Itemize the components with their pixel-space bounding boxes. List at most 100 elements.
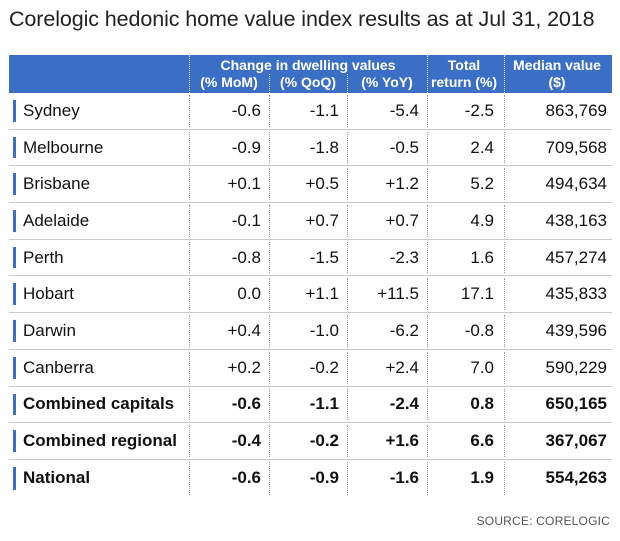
cell-value: 650,165 [545,394,607,414]
cell-value: +2.4 [385,357,419,377]
column-divider [269,461,270,495]
header-median-line2: ($) [548,74,566,90]
column-divider [269,351,270,384]
column-divider [427,351,428,384]
column-divider [347,461,348,495]
column-divider [189,95,190,127]
cell-value: -5.4 [389,100,419,120]
cell-value: +1.1 [305,284,339,304]
cell-value: +0.2 [227,357,261,377]
cell-value: -1.0 [309,320,339,340]
column-divider [504,461,505,495]
column-divider [189,278,190,311]
cell-value: -1.6 [389,468,419,488]
column-divider [189,131,190,164]
column-divider [504,168,505,201]
header-total-return-line1: Total [447,57,481,73]
column-divider [189,205,190,237]
cell-value: 0.8 [470,394,494,414]
row-label: Perth [23,247,64,267]
cell-value: +0.7 [305,210,339,230]
cell-value: -0.8 [464,320,494,340]
header-divider [504,55,505,93]
cell-value: +1.6 [385,431,419,451]
row-label: Adelaide [23,210,90,230]
cell-value: 590,229 [545,357,607,377]
column-divider [504,205,505,237]
cell-value: -1.1 [309,100,339,120]
row-label: Canberra [23,357,94,377]
table-row: Sydney -0.6 -1.1 -5.4 -2.5 863,769 [9,93,612,130]
column-divider [347,278,348,311]
cell-value: 457,274 [545,247,607,267]
column-divider [427,205,428,237]
header-total-return: Total return (%) [424,57,504,91]
cell-value: -6.2 [389,320,419,340]
cell-value: +0.7 [385,210,419,230]
table-header: Change in dwelling values (% MoM) (% QoQ… [9,55,612,93]
cell-value: 435,833 [545,284,607,304]
cell-value: -0.6 [231,394,261,414]
cell-value: +0.1 [227,174,261,194]
column-divider [269,168,270,201]
table-row: Canberra +0.2 -0.2 +2.4 7.0 590,229 [9,350,612,387]
cell-value: -0.6 [231,100,261,120]
column-divider [189,388,190,421]
column-divider [504,351,505,384]
source-note: SOURCE: CORELOGIC [476,514,610,528]
cell-value: -0.9 [309,468,339,488]
column-divider [269,205,270,237]
column-divider [427,131,428,164]
table-row: National -0.6 -0.9 -1.6 1.9 554,263 [9,460,612,497]
column-divider [347,168,348,201]
column-divider [504,278,505,311]
chart-title: Corelogic hedonic home value index resul… [9,7,595,31]
column-divider [427,95,428,127]
row-label: Melbourne [23,137,104,157]
column-divider [347,241,348,274]
column-divider [347,95,348,127]
cell-value: 863,769 [545,100,607,120]
column-divider [427,388,428,421]
column-divider [269,241,270,274]
table-row: Combined capitals -0.6 -1.1 -2.4 0.8 650,165 [9,387,612,424]
column-divider [504,131,505,164]
cell-value: -0.5 [389,137,419,157]
cell-value: +0.5 [305,174,339,194]
header-divider [269,74,270,93]
column-divider [189,241,190,274]
cell-value: -0.9 [231,137,261,157]
column-divider [189,461,190,495]
table-row: Hobart 0.0 +1.1 +11.5 17.1 435,833 [9,276,612,314]
group-header-label: Change in dwelling values [220,57,396,73]
cell-value: -0.8 [231,247,261,267]
header-median-line1: Median value [513,57,601,73]
column-divider [269,278,270,311]
column-divider [427,278,428,311]
column-divider [427,315,428,347]
cell-value: +0.4 [227,320,261,340]
column-divider [269,388,270,421]
cell-value: -0.2 [309,431,339,451]
row-label: Combined capitals [23,394,175,414]
cell-value: 367,067 [545,431,607,451]
column-divider [347,315,348,347]
row-label: Combined regional [23,431,177,451]
column-divider [347,131,348,164]
cell-value: -0.6 [231,468,261,488]
cell-value: -2.3 [389,247,419,267]
cell-value: 0.0 [237,284,261,304]
table-row: Perth -0.8 -1.5 -2.3 1.6 457,274 [9,240,612,277]
cell-value: -1.8 [309,137,339,157]
column-divider [427,461,428,495]
cell-value: -0.2 [309,357,339,377]
column-divider [189,315,190,347]
column-divider [427,168,428,201]
header-divider [189,55,190,93]
cell-value: 2.4 [470,137,494,157]
column-divider [269,95,270,127]
cell-value: 438,163 [545,210,607,230]
column-divider [189,168,190,201]
row-label: Hobart [23,284,75,304]
column-divider [189,425,190,457]
